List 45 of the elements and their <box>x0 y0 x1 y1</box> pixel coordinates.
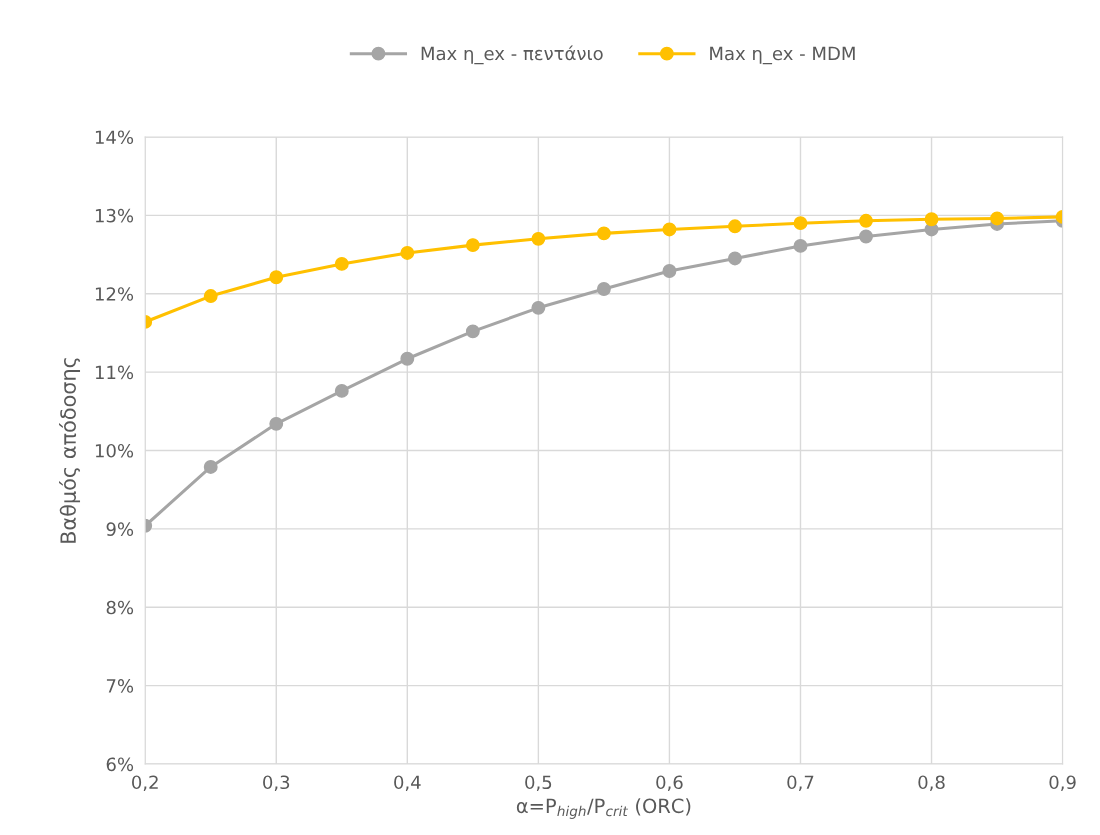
point <box>334 256 349 271</box>
point <box>728 251 742 266</box>
point <box>859 229 873 244</box>
y-tick-label: 8% <box>106 600 134 615</box>
point <box>400 351 415 366</box>
point <box>531 231 546 246</box>
y-tick-label: 7% <box>106 679 134 693</box>
point <box>924 212 939 227</box>
y-tick-label: 12% <box>95 287 134 301</box>
y-axis-title: Βαθμός απόδοσης <box>59 358 81 543</box>
x-axis-title: α=P$_{high}$/P$_{crit}$ (ORC) <box>516 798 691 819</box>
point <box>793 238 808 253</box>
point <box>662 222 677 237</box>
point <box>465 324 480 339</box>
point <box>793 216 808 231</box>
point <box>269 270 284 285</box>
x-tick-label: 0,4 <box>394 775 421 791</box>
x-tick-label: 0,3 <box>263 775 290 791</box>
point <box>990 211 1005 226</box>
x-tick-label: 0,8 <box>918 775 945 791</box>
point <box>400 246 415 260</box>
y-tick-label: 13% <box>95 208 134 223</box>
point <box>334 383 349 398</box>
y-tick-label: 14% <box>95 130 134 145</box>
point <box>269 416 284 431</box>
point <box>203 459 218 474</box>
y-tick-label: 9% <box>106 522 134 536</box>
y-tick-label: 11% <box>95 365 134 380</box>
point <box>465 238 480 253</box>
point <box>662 264 677 278</box>
legend-label: Max η_ex - MDM <box>710 46 855 65</box>
x-tick-label: 0,2 <box>132 775 158 791</box>
point <box>203 289 218 304</box>
x-tick-label: 0,9 <box>1049 775 1076 791</box>
point <box>728 219 742 234</box>
point <box>596 226 611 241</box>
legend-label: Max η_ex - πεντάνιο <box>421 45 603 65</box>
point <box>531 300 546 315</box>
y-tick-label: 10% <box>95 443 134 458</box>
point <box>596 282 611 296</box>
x-tick-label: 0,7 <box>787 775 814 791</box>
x-tick-label: 0,5 <box>525 775 552 791</box>
point <box>859 213 873 228</box>
y-tick-label: 6% <box>106 757 134 772</box>
x-tick-label: 0,6 <box>656 775 683 791</box>
